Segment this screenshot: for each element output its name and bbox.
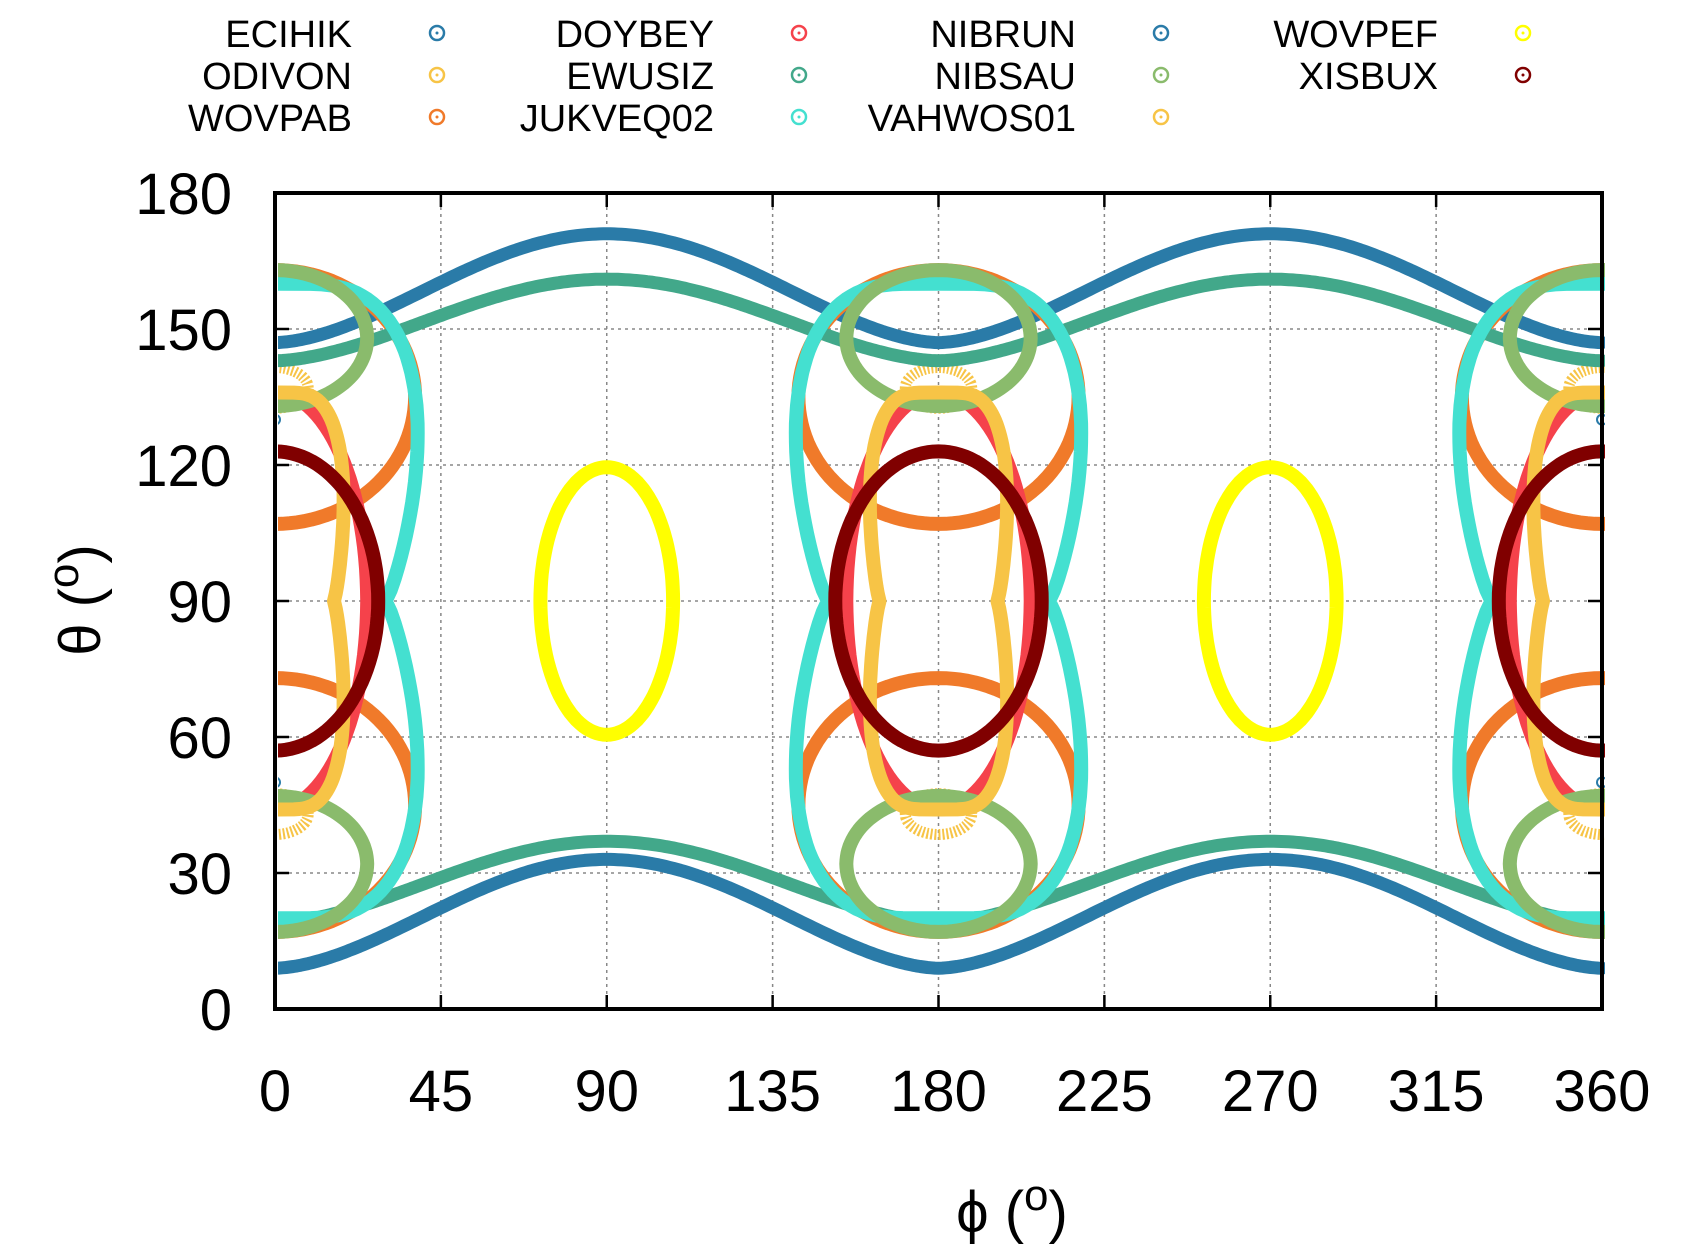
- x-tick-label: 360: [1554, 1059, 1651, 1124]
- grid-lines: [275, 193, 1602, 1009]
- series-curve-nibsau: [1502, 263, 1605, 414]
- x-axis-label: ϕ (o): [956, 1171, 1068, 1245]
- y-tick-label: 30: [167, 842, 232, 907]
- y-axis-label: θ (o): [39, 544, 113, 656]
- series-curve-xisbux: [1491, 444, 1605, 758]
- legend-marker: [428, 108, 446, 126]
- legend-marker: [1152, 66, 1170, 84]
- y-tick-label: 120: [135, 434, 232, 499]
- y-tick-label: 150: [135, 298, 232, 363]
- series-curve-wovpef: [533, 460, 681, 742]
- legend-marker: [790, 24, 808, 42]
- legend-label: ODIVON: [202, 56, 352, 98]
- x-axis-symbol: ϕ: [956, 1180, 988, 1245]
- series-curve-nibsau: [1502, 788, 1605, 939]
- series-curve-jukveq02: [788, 276, 1089, 926]
- series-curve-xisbux: [278, 444, 386, 758]
- legend-marker-dot: [1159, 73, 1163, 77]
- series-curve-ewusiz: [278, 272, 1605, 368]
- series-marker-nibrun: [278, 414, 281, 425]
- x-tick-label: 135: [724, 1059, 821, 1124]
- series-curve-vahwos01: [1526, 385, 1605, 817]
- y-tick-label: 180: [135, 162, 232, 227]
- x-tick-label: 90: [574, 1059, 639, 1124]
- legend-label: VAHWOS01: [868, 98, 1076, 140]
- legend-marker: [1152, 108, 1170, 126]
- legend-marker: [1514, 24, 1532, 42]
- x-tick-label: 180: [890, 1059, 987, 1124]
- series-curve-doybey: [1502, 385, 1605, 817]
- x-axis-unit: o: [1024, 1171, 1048, 1220]
- legend-marker-dot: [1521, 31, 1525, 35]
- legend-marker: [1514, 66, 1532, 84]
- y-tick-label: 60: [167, 706, 232, 771]
- legend-label: XISBUX: [1299, 56, 1438, 98]
- legend-marker-dot: [435, 31, 439, 35]
- legend-marker-dot: [1159, 31, 1163, 35]
- legend-label: EWUSIZ: [566, 56, 714, 98]
- legend-label: WOVPEF: [1273, 14, 1438, 56]
- legend-label: ECIHIK: [225, 14, 352, 56]
- legend-marker: [1152, 24, 1170, 42]
- legend-marker: [790, 108, 808, 126]
- legend-label: NIBSAU: [935, 56, 1076, 98]
- x-tick-label: 45: [409, 1059, 474, 1124]
- y-axis-unit: o: [39, 564, 88, 588]
- legend-marker-dot: [435, 73, 439, 77]
- legend-label: WOVPAB: [188, 98, 352, 140]
- y-axis-symbol: θ: [48, 623, 113, 655]
- x-tick-label: 225: [1056, 1059, 1153, 1124]
- y-tick-label: 0: [200, 978, 232, 1043]
- x-tick-label: 0: [259, 1059, 291, 1124]
- legend-marker: [428, 66, 446, 84]
- series-curve-jukveq02: [1452, 276, 1605, 926]
- series-curve-ecihik: [278, 227, 1605, 350]
- series-curve-wovpef: [1196, 460, 1344, 742]
- legend-marker-dot: [435, 115, 439, 119]
- legend-marker-dot: [1159, 115, 1163, 119]
- x-tick-label: 270: [1222, 1059, 1319, 1124]
- legend-marker: [428, 24, 446, 42]
- axis-ticks: 0 45 90 135 180 225 270 315 360 0 30 60 90 120 150 180: [135, 162, 1650, 1124]
- legend-marker-dot: [797, 31, 801, 35]
- series-curve-vahwos01: [278, 385, 351, 817]
- series-curve-doybey: [278, 385, 375, 817]
- legend-label: NIBRUN: [930, 14, 1076, 56]
- series-curve-xisbux: [828, 444, 1049, 758]
- series-curve-jukveq02: [278, 276, 425, 926]
- legend-label: DOYBEY: [556, 14, 714, 56]
- y-tick-label: 90: [167, 570, 232, 635]
- series-curve-doybey: [839, 385, 1038, 817]
- legend-marker: [790, 66, 808, 84]
- legend-marker-dot: [1521, 73, 1525, 77]
- series-marker-nibrun: [278, 777, 281, 788]
- series-curve-vahwos01: [862, 385, 1015, 817]
- legend-marker-dot: [797, 115, 801, 119]
- legend-label: JUKVEQ02: [520, 98, 714, 140]
- data-curves: [278, 227, 1605, 975]
- series-curve-ecihik: [278, 852, 1605, 975]
- legend-marker-dot: [797, 73, 801, 77]
- x-tick-label: 315: [1388, 1059, 1485, 1124]
